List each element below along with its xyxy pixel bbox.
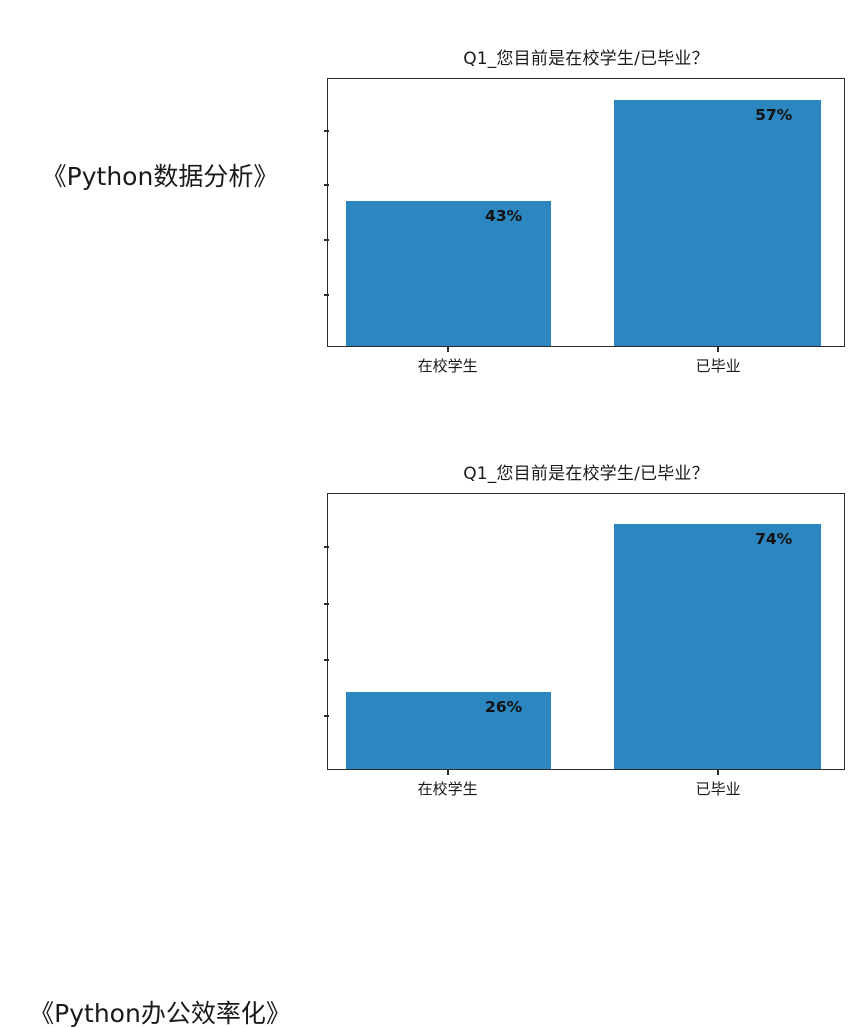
plot-area: 43% 57% bbox=[323, 78, 845, 347]
bar-slot-1: 57% bbox=[613, 79, 822, 346]
x-tick-label-0: 在校学生 bbox=[417, 780, 478, 798]
y-tick-mark bbox=[323, 715, 329, 718]
y-tick-mark bbox=[323, 239, 329, 242]
row-label-book-title: 《Python办公效率化》 bbox=[29, 999, 291, 1028]
y-tick-mark bbox=[323, 129, 329, 132]
y-tick-mark bbox=[323, 602, 329, 605]
bar-在校学生[interactable]: 26% bbox=[345, 692, 551, 769]
row-label-book-title: 《Python数据分析》 bbox=[41, 162, 279, 191]
bar-value-label: 26% bbox=[485, 698, 523, 716]
bar-slot-0: 43% bbox=[345, 79, 551, 346]
x-axis: 在校学生 已毕业 bbox=[327, 770, 845, 800]
bar-series: 26% 74% bbox=[328, 494, 844, 769]
bar-在校学生[interactable]: 43% bbox=[345, 200, 551, 346]
bar-value-label: 57% bbox=[755, 105, 793, 124]
bar-slot-0: 26% bbox=[345, 494, 551, 769]
chart-facet-python-office-efficiency: 《Python办公效率化》 Q1_您目前是在校学生/已毕业？ 26% bbox=[0, 415, 864, 1027]
y-tick-mark bbox=[323, 659, 329, 661]
bar-已毕业[interactable]: 57% bbox=[613, 99, 822, 346]
chart-facet-python-data-analysis: 《Python数据分析》 Q1_您目前是在校学生/已毕业？ 43% bbox=[0, 0, 864, 400]
x-tick-mark bbox=[446, 347, 449, 352]
x-tick-label-0: 在校学生 bbox=[417, 357, 478, 375]
x-tick-label-1: 已毕业 bbox=[695, 780, 741, 798]
bar-value-label: 43% bbox=[485, 206, 523, 225]
plot-area: 26% 74% bbox=[323, 493, 845, 770]
chart-title: Q1_您目前是在校学生/已毕业？ bbox=[463, 464, 709, 484]
bar-slot-1: 74% bbox=[613, 494, 822, 769]
y-tick-mark bbox=[323, 293, 329, 296]
x-tick-mark bbox=[717, 347, 720, 352]
x-tick-mark bbox=[446, 770, 449, 775]
chart-title: Q1_您目前是在校学生/已毕业？ bbox=[463, 49, 709, 69]
y-tick-mark bbox=[323, 546, 329, 549]
x-tick-label-1: 已毕业 bbox=[695, 357, 741, 375]
x-tick-mark bbox=[717, 770, 720, 775]
bar-value-label: 74% bbox=[755, 529, 793, 548]
bar-已毕业[interactable]: 74% bbox=[613, 523, 822, 769]
bar-chart-0: Q1_您目前是在校学生/已毕业？ 43% 57% bbox=[323, 44, 845, 377]
bar-series: 43% 57% bbox=[328, 79, 844, 346]
y-tick-mark bbox=[323, 184, 329, 187]
bar-chart-1: Q1_您目前是在校学生/已毕业？ 26% 74% bbox=[323, 459, 845, 800]
x-axis: 在校学生 已毕业 bbox=[327, 347, 845, 377]
